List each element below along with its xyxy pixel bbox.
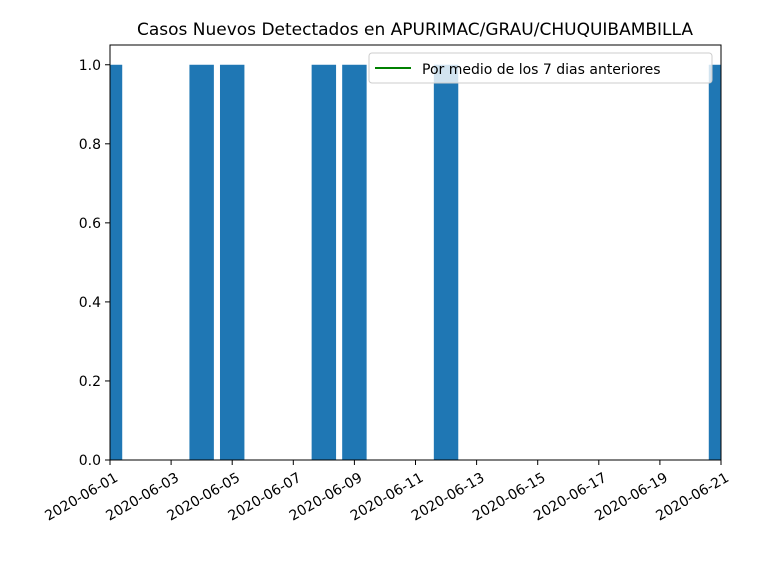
bar bbox=[189, 64, 214, 460]
y-tick-label: 1.0 bbox=[79, 58, 101, 74]
legend: Por medio de los 7 dias anteriores bbox=[368, 52, 713, 84]
bar bbox=[311, 64, 337, 460]
y-tick-label: 0.0 bbox=[79, 453, 101, 469]
y-axis: 0.0 0.2 0.4 0.6 0.8 1.0 bbox=[79, 58, 110, 469]
plot-frame bbox=[109, 44, 722, 461]
y-tick-label: 0.4 bbox=[79, 295, 101, 311]
legend-label: Por medio de los 7 dias anteriores bbox=[422, 62, 661, 78]
legend-box bbox=[368, 52, 713, 84]
y-tick-label: 0.2 bbox=[79, 374, 101, 390]
bar bbox=[219, 64, 245, 460]
bar-layer bbox=[110, 64, 721, 460]
bar bbox=[433, 64, 459, 460]
y-tick-label: 0.6 bbox=[79, 216, 101, 232]
bar bbox=[110, 64, 123, 460]
y-tick-label: 0.8 bbox=[79, 137, 101, 153]
chart-title: Casos Nuevos Detectados en APURIMAC/GRAU… bbox=[137, 20, 693, 40]
bar bbox=[708, 64, 721, 460]
bar bbox=[342, 64, 367, 460]
